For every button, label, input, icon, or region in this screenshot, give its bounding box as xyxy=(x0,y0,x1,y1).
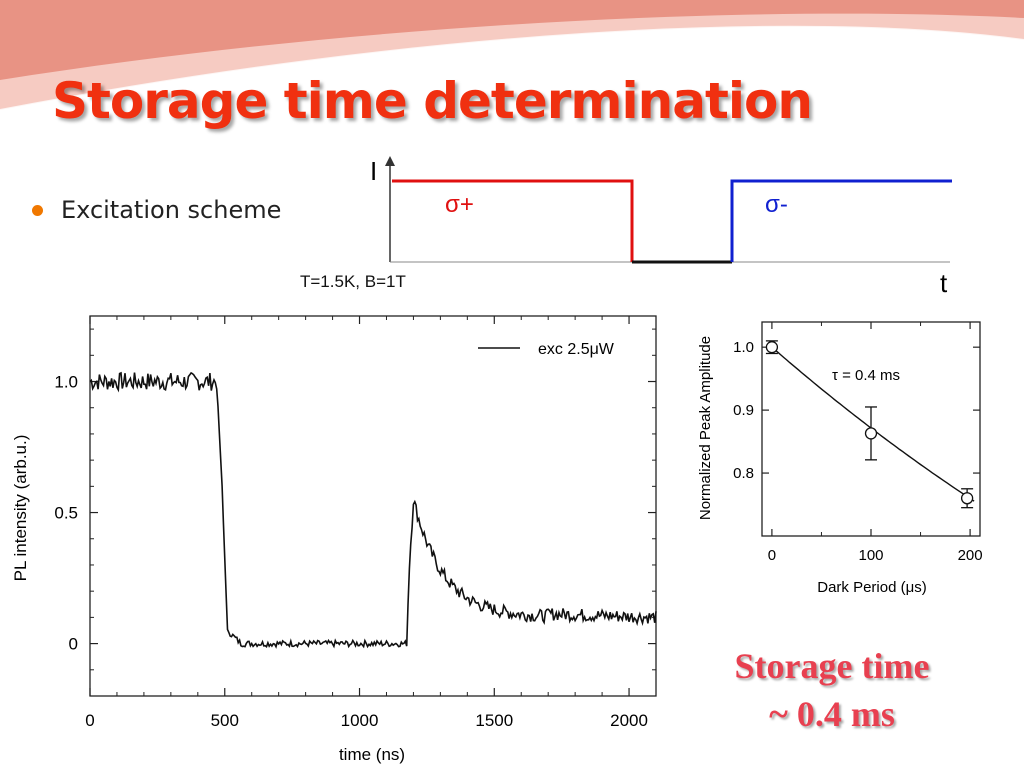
pa-y-axis-label: Normalized Peak Amplitude xyxy=(697,336,714,520)
bullet-text: Excitation scheme xyxy=(61,196,282,224)
scheme-x-label: t xyxy=(940,268,948,298)
conclusion-line-2: ~ 0.4 ms xyxy=(769,694,895,734)
pa-annotation: τ = 0.4 ms xyxy=(832,367,900,384)
pl-x-tick-label: 1500 xyxy=(475,711,513,730)
pa-x-axis-label: Dark Period (μs) xyxy=(817,579,927,596)
pl-x-tick-label: 2000 xyxy=(610,711,648,730)
pa-x-tick-label: 100 xyxy=(858,547,883,564)
pa-y-tick-label: 0.8 xyxy=(733,465,754,482)
conditions-label: T=1.5K, B=1T xyxy=(300,272,406,291)
scheme-segment-0 xyxy=(392,179,634,262)
pl-x-tick-label: 1000 xyxy=(341,711,379,730)
bullet-item: Excitation scheme xyxy=(32,192,281,228)
pl-y-tick-label: 1.0 xyxy=(54,373,78,392)
pl-y-tick-label: 0 xyxy=(69,635,78,654)
pa-data-point xyxy=(864,427,878,440)
pl-legend-label: exc 2.5μW xyxy=(538,341,615,358)
pl-y-tick-label: 0.5 xyxy=(54,504,78,523)
scheme-segment-2 xyxy=(730,179,952,262)
scheme-label-0: σ+ xyxy=(445,191,474,218)
pl-plot-frame xyxy=(89,315,657,697)
pa-y-tick-label: 0.9 xyxy=(733,402,754,419)
pl-series-line xyxy=(89,371,657,649)
bullet-dot-icon xyxy=(32,204,43,216)
pa-data-point xyxy=(960,492,974,505)
pa-y-tick-label: 1.0 xyxy=(733,339,754,356)
pa-x-tick-label: 0 xyxy=(768,547,776,564)
pa-data-point xyxy=(765,341,779,354)
pl-x-axis-label: time (ns) xyxy=(339,745,405,764)
page-title: Storage time determination xyxy=(52,72,813,130)
storage-time-conclusion: Storage time ~ 0.4 ms xyxy=(682,642,982,738)
conclusion-line-1: Storage time xyxy=(734,646,930,686)
scheme-label-2: σ- xyxy=(765,191,788,218)
header-swoosh xyxy=(0,0,1024,111)
scheme-y-arrow-icon xyxy=(385,156,395,166)
pa-x-tick-label: 200 xyxy=(958,547,983,564)
excitation-scheme-chart: I t σ+ σ- xyxy=(370,156,952,298)
pl-x-tick-label: 0 xyxy=(85,711,94,730)
pl-x-tick-label: 500 xyxy=(211,711,239,730)
scheme-y-label: I xyxy=(370,156,377,186)
pl-y-axis-label: PL intensity (arb.u.) xyxy=(11,435,30,582)
